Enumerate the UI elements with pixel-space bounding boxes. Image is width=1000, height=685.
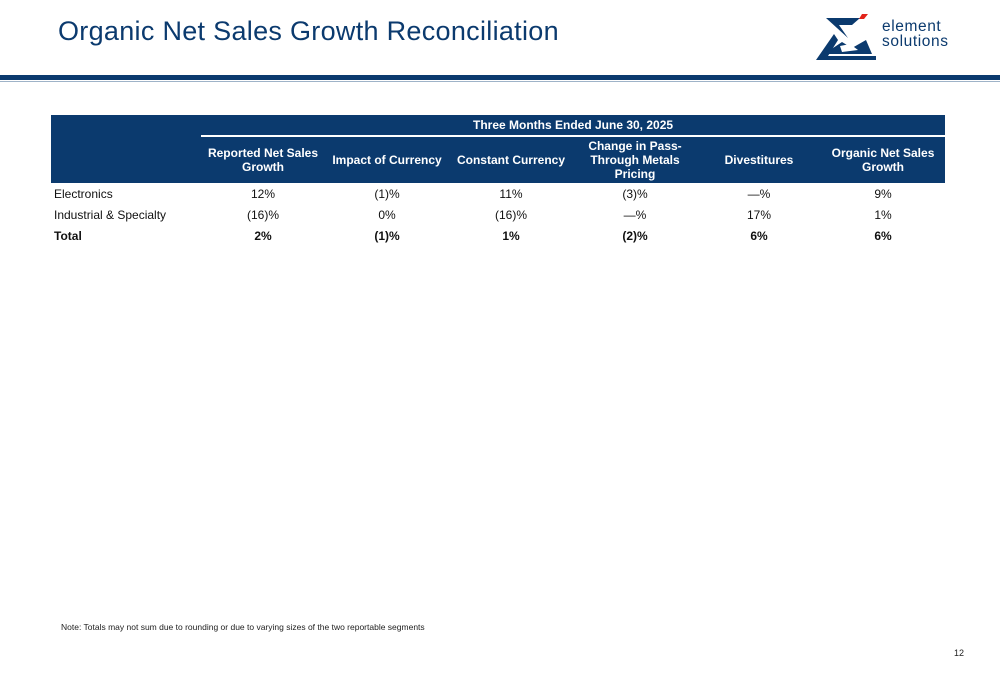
segment-header-cell <box>51 115 201 183</box>
column-header-row: Reported Net Sales Growth Impact of Curr… <box>51 136 946 183</box>
column-header: Organic Net Sales Growth <box>821 136 946 183</box>
table-cell: (16)% <box>246 207 279 222</box>
table-total-row: Total 2% (1)% 1% (2)% 6% 6% <box>51 225 945 246</box>
logo-wordmark: element solutions <box>882 18 949 50</box>
table-period-row: Three Months Ended June 30, 2025 <box>51 115 946 183</box>
segment-label: Electronics <box>54 186 113 201</box>
table-cell: 9% <box>874 186 892 201</box>
table-cell: —% <box>747 186 771 201</box>
header-divider <box>0 75 1000 80</box>
column-header: Reported Net Sales Growth <box>201 136 325 183</box>
table-cell: 1% <box>874 207 892 222</box>
segment-label: Total <box>54 228 82 243</box>
table-cell: 6% <box>874 228 892 243</box>
table-cell: 6% <box>750 228 768 243</box>
column-header: Change in Pass-Through Metals Pricing <box>573 136 697 183</box>
table-cell: —% <box>623 207 647 222</box>
organic-growth-table: Three Months Ended June 30, 2025 Reporte… <box>51 115 946 246</box>
table-cell: 1% <box>502 228 520 243</box>
footnote: Note: Totals may not sum due to rounding… <box>61 622 425 632</box>
period-header: Three Months Ended June 30, 2025 <box>201 115 946 137</box>
table-cell: 17% <box>746 207 772 222</box>
table-cell: (2)% <box>622 228 648 243</box>
header-divider-thin <box>0 81 1000 82</box>
table-cell: (16)% <box>494 207 527 222</box>
company-logo: element solutions <box>812 14 972 64</box>
table-cell: 11% <box>499 186 523 201</box>
table-cell: (1)% <box>374 186 400 201</box>
table-cell: 0% <box>378 207 396 222</box>
page-title: Organic Net Sales Growth Reconciliation <box>58 16 559 46</box>
table-row: Industrial & Specialty (16)% 0% (16)% —%… <box>51 204 945 225</box>
table-cell: (1)% <box>374 228 400 243</box>
table-cell: 2% <box>254 228 272 243</box>
table-cell: (3)% <box>622 186 648 201</box>
page-number: 12 <box>953 648 964 658</box>
segment-label: Industrial & Specialty <box>54 207 167 222</box>
logo-mark-icon <box>816 14 876 60</box>
column-header: Divestitures <box>697 136 821 183</box>
column-header: Impact of Currency <box>325 136 449 183</box>
table-cell: 12% <box>250 186 276 201</box>
table-row: Electronics 12% (1)% 11% (3)% —% 9% <box>51 183 945 204</box>
column-header: Constant Currency <box>449 136 573 183</box>
